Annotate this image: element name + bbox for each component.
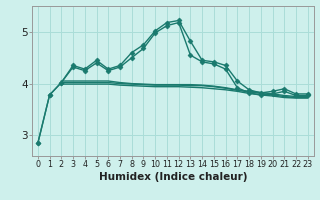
- X-axis label: Humidex (Indice chaleur): Humidex (Indice chaleur): [99, 172, 247, 182]
